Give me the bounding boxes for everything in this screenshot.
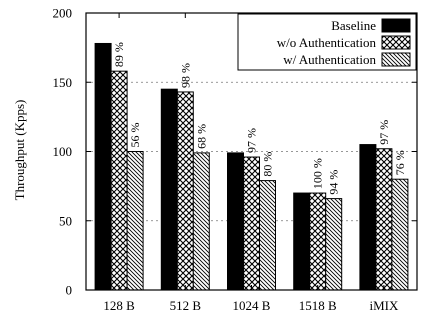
bar [391,178,409,291]
data-label: 80 % [261,152,275,177]
bar [110,70,128,291]
legend-label: w/o Authentication [277,35,377,50]
legend: Baseline w/o Authentication w/ Authenticat… [237,13,417,71]
bar [160,88,178,291]
data-label: 97 % [377,120,391,145]
bar [192,152,210,291]
y-tick-label: 0 [66,283,73,298]
x-tick-label: iMIX [369,298,399,313]
x-tick-label: 128 B [103,298,135,313]
data-label: 97 % [245,128,259,153]
legend-label: Baseline [331,18,376,33]
data-label: 100 % [311,158,325,189]
y-tick-label: 200 [53,6,73,21]
data-labels: 89 %56 %98 %68 % 97 %80 % 100 % 94 %97 %76 … [112,42,407,194]
bar [375,148,393,291]
y-tick-label: 150 [53,75,73,90]
bar [359,144,377,291]
data-label: 68 % [194,124,208,149]
y-tick-label: 50 [59,213,72,228]
bar [243,156,260,291]
bar [176,91,194,291]
y-axis-label: Throughput (Kpps) [12,100,27,201]
x-tick-label: 512 B [170,298,202,313]
bar [94,42,112,291]
data-label: 98 % [178,63,192,88]
legend-label: w/ Authentication [283,52,376,67]
bars [94,42,409,291]
bar [126,151,144,291]
data-label: 89 % [112,42,126,67]
x-tick-label: 1024 B [233,298,271,313]
axes: 0 50 100 150 200 128 B 512 B 1024 B 1518 B iMIX [53,6,418,313]
bar [259,180,276,291]
legend-swatch [381,18,411,33]
bar [309,192,327,291]
data-label: 56 % [128,123,142,148]
data-label: 94 % [327,170,341,195]
y-tick-label: 100 [53,144,73,159]
x-tick-label: 1518 B [299,298,337,313]
bar [227,152,244,291]
data-label: 76 % [393,150,407,175]
bar [293,192,311,291]
legend-swatch [381,35,411,50]
bar [325,198,343,291]
legend-swatch [381,52,411,67]
